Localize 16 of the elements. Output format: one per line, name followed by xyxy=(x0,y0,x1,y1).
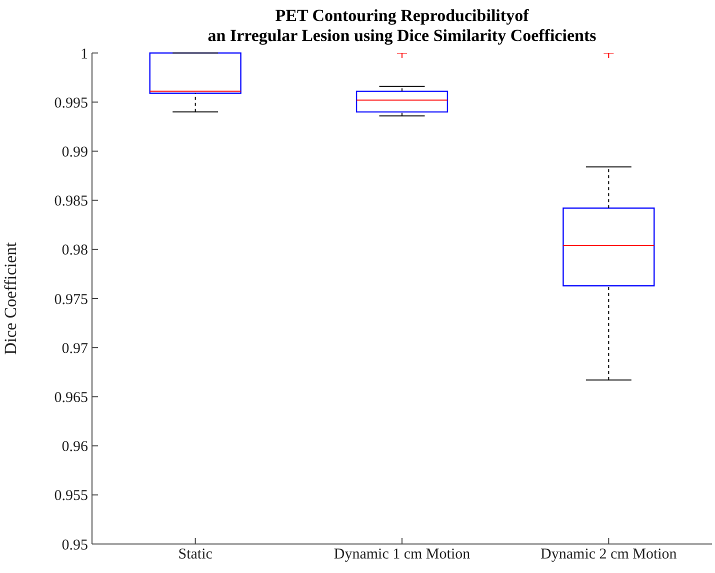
chart-title: PET Contouring Reproducibilityof an Irregular Lesion using Dice Similarity Coefficients xyxy=(206,6,598,46)
x-tick-label: Dynamic 2 cm Motion xyxy=(540,546,678,563)
x-tick-label: Static xyxy=(178,546,213,563)
x-tick-label: Dynamic 1 cm Motion xyxy=(334,546,471,563)
y-tick-label: 0.96 xyxy=(62,439,88,456)
y-tick-label: 0.99 xyxy=(62,144,88,161)
y-tick-label: 0.995 xyxy=(54,95,88,112)
y-tick-label: 0.965 xyxy=(54,390,88,406)
y-tick-label: 0.98 xyxy=(62,242,88,259)
y-tick-label: 1 xyxy=(80,46,88,62)
y-tick-label: 0.95 xyxy=(62,537,88,554)
y-tick-label: 0.955 xyxy=(54,488,88,504)
y-axis-title: Dice Coefficient xyxy=(1,242,20,355)
y-tick-label: 0.97 xyxy=(62,340,88,357)
y-tick-label: 0.985 xyxy=(54,194,88,210)
y-tick-label: 0.975 xyxy=(54,292,88,308)
